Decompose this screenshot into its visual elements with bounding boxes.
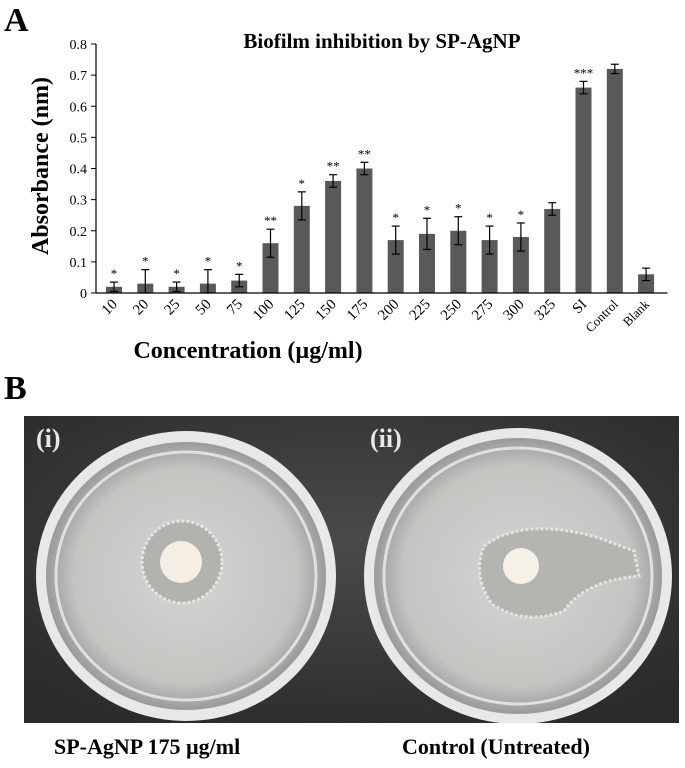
significance-marker: *: [299, 176, 306, 191]
chart-title: Biofilm inhibition by SP-AgNP: [243, 29, 520, 53]
x-tick-label: 20: [130, 297, 152, 319]
bar: [638, 274, 655, 293]
bar: [450, 230, 467, 293]
bar-chart: Biofilm inhibition by SP-AgNP 0 0.1 0.2 0.3…: [28, 29, 668, 364]
y-tick-label: 0.7: [70, 69, 88, 84]
caption-treated: SP-AgNP 175 µg/ml: [54, 734, 241, 759]
bar: [544, 208, 561, 293]
bar: [481, 240, 498, 293]
significance-marker: *: [455, 201, 462, 216]
colony: [160, 541, 202, 583]
bars: **** ********** ** ****: [106, 63, 655, 294]
right-dish: [364, 428, 672, 723]
x-tick-label: Blank: [620, 296, 653, 329]
colony: [503, 548, 539, 584]
caption-control: Control (Untreated): [402, 734, 590, 759]
x-tick-label: 225: [407, 297, 434, 324]
significance-marker: ***: [574, 65, 594, 80]
bar: [606, 68, 623, 294]
significance-marker: **: [327, 159, 340, 174]
x-tick-label: 10: [99, 297, 121, 319]
bar: [262, 243, 279, 293]
bar: [293, 205, 310, 293]
y-tick-label: 0.4: [70, 163, 88, 178]
y-tick-label: 0.1: [70, 256, 88, 271]
y-tick-label: 0.5: [70, 131, 88, 146]
x-tick-label: 250: [438, 297, 465, 324]
x-tick-label: 300: [501, 297, 528, 324]
y-tick-label: 0.2: [70, 225, 88, 240]
bar: [575, 87, 592, 293]
significance-marker: *: [392, 210, 399, 225]
x-tick-label: 100: [250, 297, 277, 324]
dish-label-ii: (ii): [370, 424, 402, 453]
significance-marker: *: [111, 266, 118, 281]
x-tick-label: 75: [224, 297, 246, 319]
significance-marker: *: [173, 266, 180, 281]
significance-marker: *: [205, 254, 212, 269]
x-tick-label: 25: [162, 297, 184, 319]
x-tick-label: 50: [193, 297, 215, 319]
significance-marker: *: [236, 258, 243, 273]
bar: [419, 233, 435, 293]
significance-marker: *: [486, 210, 493, 225]
significance-marker: *: [424, 202, 431, 217]
x-axis-title: Concentration (µg/ml): [133, 338, 362, 364]
y-tick-label: 0: [80, 287, 87, 302]
petri-dish-photo: (i) (ii): [24, 416, 679, 723]
x-tick-label: 125: [281, 297, 308, 324]
panel-b-label: B: [4, 370, 27, 407]
left-dish: [36, 431, 336, 721]
bar: [356, 168, 373, 293]
x-tick-label: 175: [344, 297, 371, 324]
x-tick-label: 150: [313, 297, 340, 324]
y-axis: 0 0.1 0.2 0.3 0.4 0.5 0.6 0.7 0.8: [70, 38, 97, 302]
bar: [325, 180, 342, 293]
x-tick-label: 325: [532, 297, 559, 324]
y-tick-label: 0.3: [70, 194, 88, 209]
x-tick-label: Control: [582, 296, 621, 335]
x-axis: 10 20 25 50 75 100 125 150 175 200 225 250 275 300 325…: [96, 292, 668, 335]
x-tick-label: 200: [375, 297, 402, 324]
significance-marker: *: [142, 254, 149, 269]
bar: [387, 240, 404, 293]
y-axis-title: Absorbance (nm): [28, 77, 54, 255]
significance-marker: **: [264, 213, 277, 228]
y-tick-label: 0.8: [70, 38, 88, 53]
significance-marker: *: [518, 207, 525, 222]
dish-label-i: (i): [36, 424, 61, 453]
petri-dish-image: [24, 416, 679, 723]
panel-a-label: A: [4, 2, 29, 39]
y-tick-label: 0.6: [70, 100, 88, 115]
significance-marker: **: [358, 146, 371, 161]
x-tick-label: SI: [570, 297, 591, 318]
x-tick-label: 275: [469, 297, 496, 324]
